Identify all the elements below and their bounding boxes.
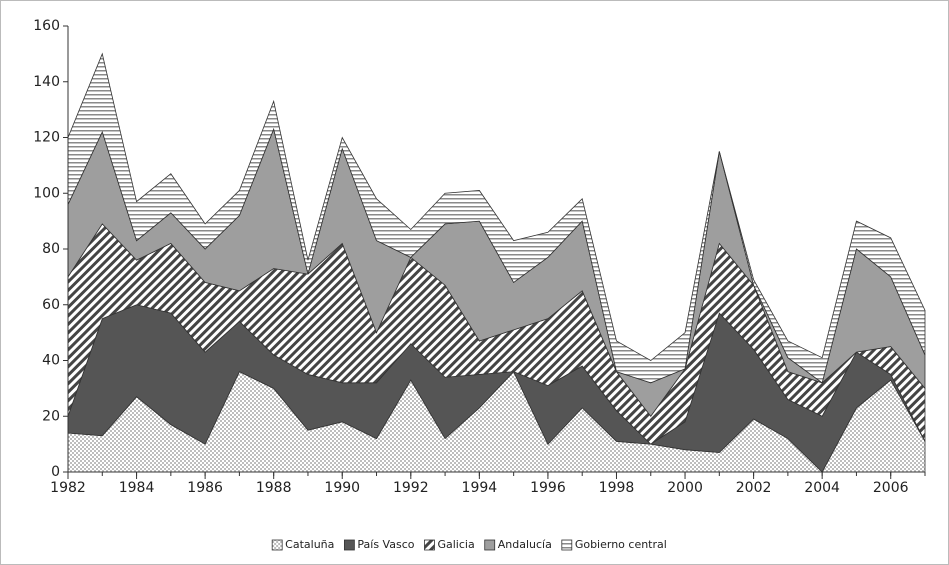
y-tick-label: 100 [33, 185, 60, 201]
legend-label: Andalucía [498, 538, 552, 551]
y-tick-label: 40 [42, 353, 60, 369]
area [67, 52, 926, 384]
y-tick-label: 0 [51, 464, 60, 480]
legend-label: Gobierno central [575, 538, 667, 551]
x-tick-label: 1994 [462, 480, 498, 496]
x-tick-label: 1990 [324, 480, 360, 496]
y-tick-label: 160 [33, 18, 60, 34]
legend-label: Cataluña [285, 538, 334, 551]
legend-swatch [271, 539, 283, 551]
legend-label: País Vasco [357, 538, 414, 551]
x-tick-label: 1986 [187, 480, 223, 496]
x-tick-label: 1984 [119, 480, 155, 496]
legend: Cataluña País Vasco Galicia Andalucía Gobier… [271, 538, 667, 551]
x-tick-label: 2000 [667, 480, 703, 496]
y-tick-label: 80 [42, 241, 60, 257]
legend-swatch [343, 539, 355, 551]
x-tick-label: 1998 [599, 480, 635, 496]
x-tick-label: 1988 [256, 480, 292, 496]
y-tick-label: 140 [33, 74, 60, 90]
y-tick-label: 60 [42, 297, 60, 313]
legend-swatch [424, 539, 435, 551]
x-tick-label: 2002 [736, 480, 772, 496]
x-tick-label: 2006 [873, 480, 909, 496]
x-tick-label: 1992 [393, 480, 429, 496]
legend-swatch [484, 539, 496, 551]
y-tick-label: 20 [42, 408, 60, 424]
x-tick-label: 2004 [804, 480, 840, 496]
x-tick-label: 1996 [530, 480, 566, 496]
x-tick-label: 1982 [50, 480, 86, 496]
legend-swatch [561, 539, 573, 551]
y-tick-label: 120 [33, 130, 60, 146]
legend-label: Galicia [437, 538, 474, 551]
